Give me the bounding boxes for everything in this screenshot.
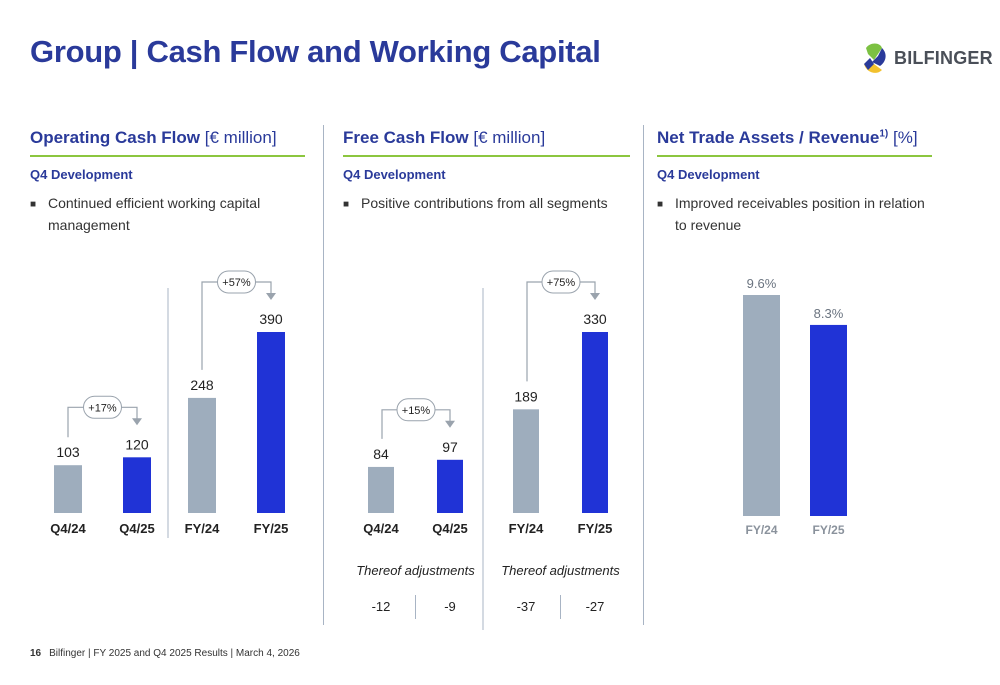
tick-label: Q4/25 (432, 521, 467, 536)
column-separator (643, 125, 644, 625)
tick-label: FY/24 (509, 521, 544, 536)
heading-rule (657, 155, 932, 157)
bar-q4-25 (123, 457, 151, 513)
bullet-square-icon: ■ (657, 199, 664, 210)
change-badge (396, 398, 436, 422)
heading-rule (30, 155, 305, 157)
change-badge (541, 270, 581, 294)
bar-fy-24 (743, 295, 780, 516)
tick-label: Q4/24 (363, 521, 399, 536)
arrow-down-icon (266, 293, 276, 300)
logo-mark-icon (864, 43, 886, 73)
bar-fy-24 (513, 409, 539, 513)
q4-development-label: Q4 Development (657, 167, 760, 182)
tick-label: FY/24 (745, 523, 777, 537)
change-label: +57% (222, 277, 251, 289)
operating-cash-flow-heading: Operating Cash Flow [€ million] (30, 128, 277, 147)
arrow-down-icon (590, 293, 600, 300)
tick-label: FY/24 (185, 521, 220, 536)
operating-cash-flow-chart: 103 Q4/24 120 Q4/25 248 FY/24 390 FY/25 +17% +57% (50, 270, 289, 538)
adjustment-value: -37 (517, 599, 536, 614)
bar-fy-25 (582, 332, 608, 513)
arrow-down-icon (132, 418, 142, 426)
q4-development-label: Q4 Development (30, 167, 133, 182)
data-label: 248 (190, 377, 214, 393)
adjustments-label: Thereof adjustments (356, 563, 475, 578)
logo-wordmark: BILFINGER (894, 48, 993, 68)
change-label: +75% (547, 277, 576, 289)
tick-label: Q4/24 (50, 521, 86, 536)
footer: 16 Bilfinger | FY 2025 and Q4 2025 Result… (30, 648, 300, 659)
bar-q4-24 (54, 465, 82, 513)
page-number: 16 (30, 648, 42, 659)
data-label: 97 (442, 439, 458, 455)
adjustment-value: -12 (372, 599, 391, 614)
free-cash-flow-heading: Free Cash Flow [€ million] (343, 128, 546, 147)
data-label: 8.3% (814, 306, 844, 321)
change-label: +17% (88, 402, 117, 414)
net-trade-assets-heading: Net Trade Assets / Revenue1) [%] (657, 128, 918, 147)
change-label: +15% (402, 405, 431, 417)
bullet-square-icon: ■ (343, 199, 350, 210)
bar-fy-25 (810, 324, 847, 516)
adjustment-value: -9 (444, 599, 456, 614)
data-label: 9.6% (747, 276, 777, 291)
bilfinger-logo: BILFINGER (860, 40, 993, 78)
tick-label: FY/25 (812, 523, 844, 537)
tick-label: FY/25 (254, 521, 289, 536)
data-label: 84 (373, 446, 389, 462)
adjustments-label: Thereof adjustments (501, 563, 620, 578)
bar-fy-25 (257, 332, 285, 513)
adjustment-value: -27 (586, 599, 605, 614)
data-label: 120 (125, 436, 149, 452)
bar-q4-24 (368, 466, 394, 513)
net-trade-assets-chart: 9.6% FY/24 8.3% FY/25 (743, 276, 847, 537)
page-title: Group | Cash Flow and Working Capital (30, 34, 601, 69)
heading-rule (343, 155, 630, 157)
column-separator (323, 125, 324, 625)
q4-development-label: Q4 Development (343, 167, 446, 182)
change-badge (83, 395, 122, 419)
change-badge (217, 270, 256, 294)
tick-label: FY/25 (578, 521, 613, 536)
arrow-down-icon (445, 420, 455, 428)
data-label: 390 (259, 311, 283, 327)
data-label: 103 (56, 444, 80, 460)
tick-label: Q4/25 (119, 521, 154, 536)
footer-text: Bilfinger | FY 2025 and Q4 2025 Results … (49, 648, 300, 659)
bar-q4-25 (437, 459, 463, 513)
data-label: 189 (514, 388, 538, 404)
data-label: 330 (583, 311, 607, 327)
free-cash-flow-chart: 84 Q4/24 97 Q4/25 189 FY/24 330 FY/25 +15% +75% Th… (356, 270, 620, 630)
bar-fy-24 (188, 397, 216, 513)
bullet-square-icon: ■ (30, 199, 37, 210)
